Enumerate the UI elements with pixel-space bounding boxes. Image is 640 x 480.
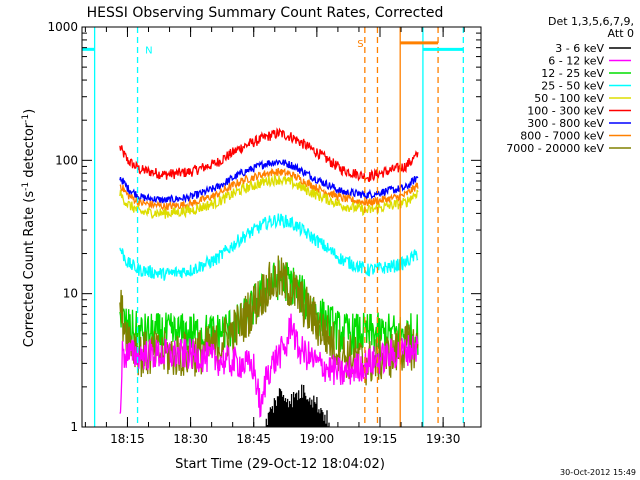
- x-tick-label: 18:15: [110, 432, 145, 446]
- legend-label: 50 - 100 keV: [534, 92, 604, 105]
- y-axis-label-end: ): [22, 109, 37, 114]
- legend-label: 7000 - 20000 keV: [506, 142, 604, 155]
- legend-label: 12 - 25 keV: [541, 67, 604, 80]
- chart-title: HESSI Observing Summary Count Rates, Cor…: [87, 5, 444, 21]
- flag-label: N: [145, 45, 152, 56]
- y-tick-label: 1: [70, 420, 78, 434]
- y-axis-label-sup: -1: [21, 182, 31, 191]
- y-axis-label: Corrected Count Rate (s-1 detector-1): [21, 109, 37, 347]
- legend-label: 100 - 300 keV: [527, 105, 604, 118]
- legend-label: 300 - 800 keV: [527, 117, 604, 130]
- x-tick-label: 18:45: [236, 432, 271, 446]
- tick-layer: 1 10 100 1000 18:15 18:30 18:45 19:00 19:15 19:30: [47, 20, 481, 446]
- series-line-300-800keV: [119, 159, 419, 204]
- series-line-3-6keV: [265, 384, 330, 427]
- y-tick-label: 10: [63, 287, 78, 301]
- legend-label: 800 - 7000 keV: [520, 130, 604, 143]
- legend-header-line-2: Att 0: [608, 27, 634, 40]
- y-tick-label: 100: [55, 153, 78, 167]
- flag-layer: NS: [82, 39, 464, 56]
- y-axis-label-tail: detector: [22, 122, 37, 182]
- x-tick-label: 18:30: [173, 432, 208, 446]
- plot-frame: [81, 26, 482, 428]
- y-axis-label-main: Corrected Count Rate (s: [22, 191, 37, 348]
- legend-label: 3 - 6 keV: [555, 42, 604, 55]
- series-line-25-50keV: [119, 213, 419, 281]
- legend-label: 6 - 12 keV: [548, 55, 604, 68]
- axes-layer: [81, 26, 482, 428]
- series-line-6-12keV: [119, 313, 419, 418]
- series-line-50-100keV: [119, 173, 419, 219]
- y-axis-label-sup-2: -1: [21, 114, 31, 123]
- x-axis-label: Start Time (29-Oct-12 18:04:02): [175, 457, 385, 472]
- series-layer: [119, 127, 419, 427]
- flag-label: S: [357, 39, 363, 50]
- timestamp: 30-Oct-2012 15:49: [560, 468, 636, 477]
- legend-header-line-1: Det 1,3,5,6,7,9,: [548, 15, 634, 28]
- marker-layer: [93, 27, 464, 427]
- x-tick-label: 19:00: [300, 432, 335, 446]
- x-tick-label: 19:15: [363, 432, 398, 446]
- legend-label: 25 - 50 keV: [541, 80, 604, 93]
- x-tick-label: 19:30: [426, 432, 461, 446]
- y-tick-label: 1000: [47, 20, 78, 34]
- series-line-100-300keV: [119, 127, 419, 183]
